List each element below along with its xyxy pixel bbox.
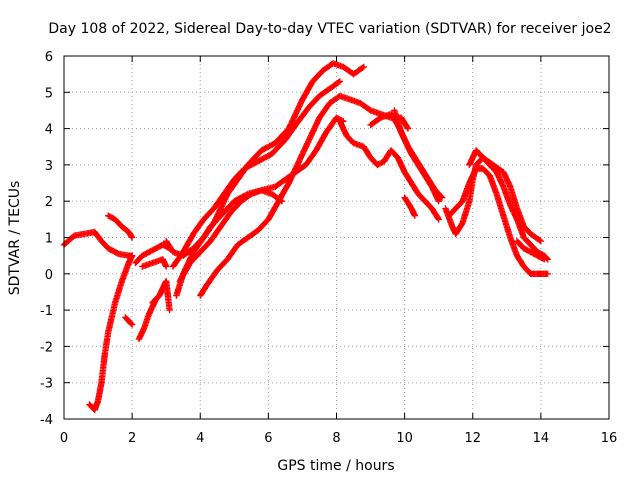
data-series-markers — [122, 314, 136, 328]
y-tick-label: 0 — [45, 268, 53, 283]
x-tick-label: 2 — [128, 431, 136, 446]
x-tick-label: 16 — [601, 431, 618, 446]
data-series-markers — [86, 252, 136, 414]
data-series-markers — [149, 277, 173, 314]
y-tick-label: -2 — [40, 340, 53, 355]
chart-title: Day 108 of 2022, Sidereal Day-to-day VTE… — [48, 21, 611, 37]
y-axis-label: SDTVAR / TECUs — [7, 181, 23, 296]
x-tick-label: 0 — [60, 431, 68, 446]
data-series-markers — [445, 165, 551, 277]
data-series-markers — [169, 78, 344, 270]
x-axis-label: GPS time / hours — [277, 458, 394, 474]
y-tick-label: 1 — [45, 232, 53, 247]
data-series-markers — [466, 147, 545, 245]
data-series-markers — [513, 237, 548, 263]
data-series-markers — [105, 212, 136, 241]
data-series-markers — [401, 194, 418, 219]
data-series-markers — [336, 118, 442, 223]
axis-ticks — [63, 55, 610, 420]
x-tick-label: 10 — [396, 431, 413, 446]
data-series-markers — [173, 114, 347, 299]
data-series-markers — [132, 241, 173, 267]
y-tick-label: -3 — [40, 377, 53, 392]
x-tick-label: 8 — [332, 431, 340, 446]
x-tick-label: 4 — [196, 431, 204, 446]
data-series-markers — [139, 256, 170, 270]
data-series-markers — [176, 187, 286, 285]
x-tick-label: 12 — [464, 431, 481, 446]
y-tick-label: 3 — [45, 159, 53, 174]
y-tick-label: 4 — [45, 123, 53, 138]
y-tick-label: -1 — [40, 304, 53, 319]
data-series-markers — [391, 107, 446, 201]
x-tick-labels: 0 2 4 6 8 10 12 14 16 — [60, 431, 617, 446]
y-tick-label: 6 — [45, 50, 53, 65]
x-tick-label: 6 — [264, 431, 272, 446]
x-tick-label: 14 — [533, 431, 550, 446]
data-series-markers — [442, 154, 551, 263]
data-points — [60, 60, 551, 414]
y-tick-label: 2 — [45, 195, 53, 210]
data-series-markers — [197, 92, 412, 299]
y-tick-label: 5 — [45, 86, 53, 101]
y-tick-label: -4 — [40, 413, 53, 428]
y-tick-labels: -4 -3 -2 -1 0 1 2 3 4 5 6 — [40, 50, 53, 428]
data-series-markers — [60, 228, 136, 259]
